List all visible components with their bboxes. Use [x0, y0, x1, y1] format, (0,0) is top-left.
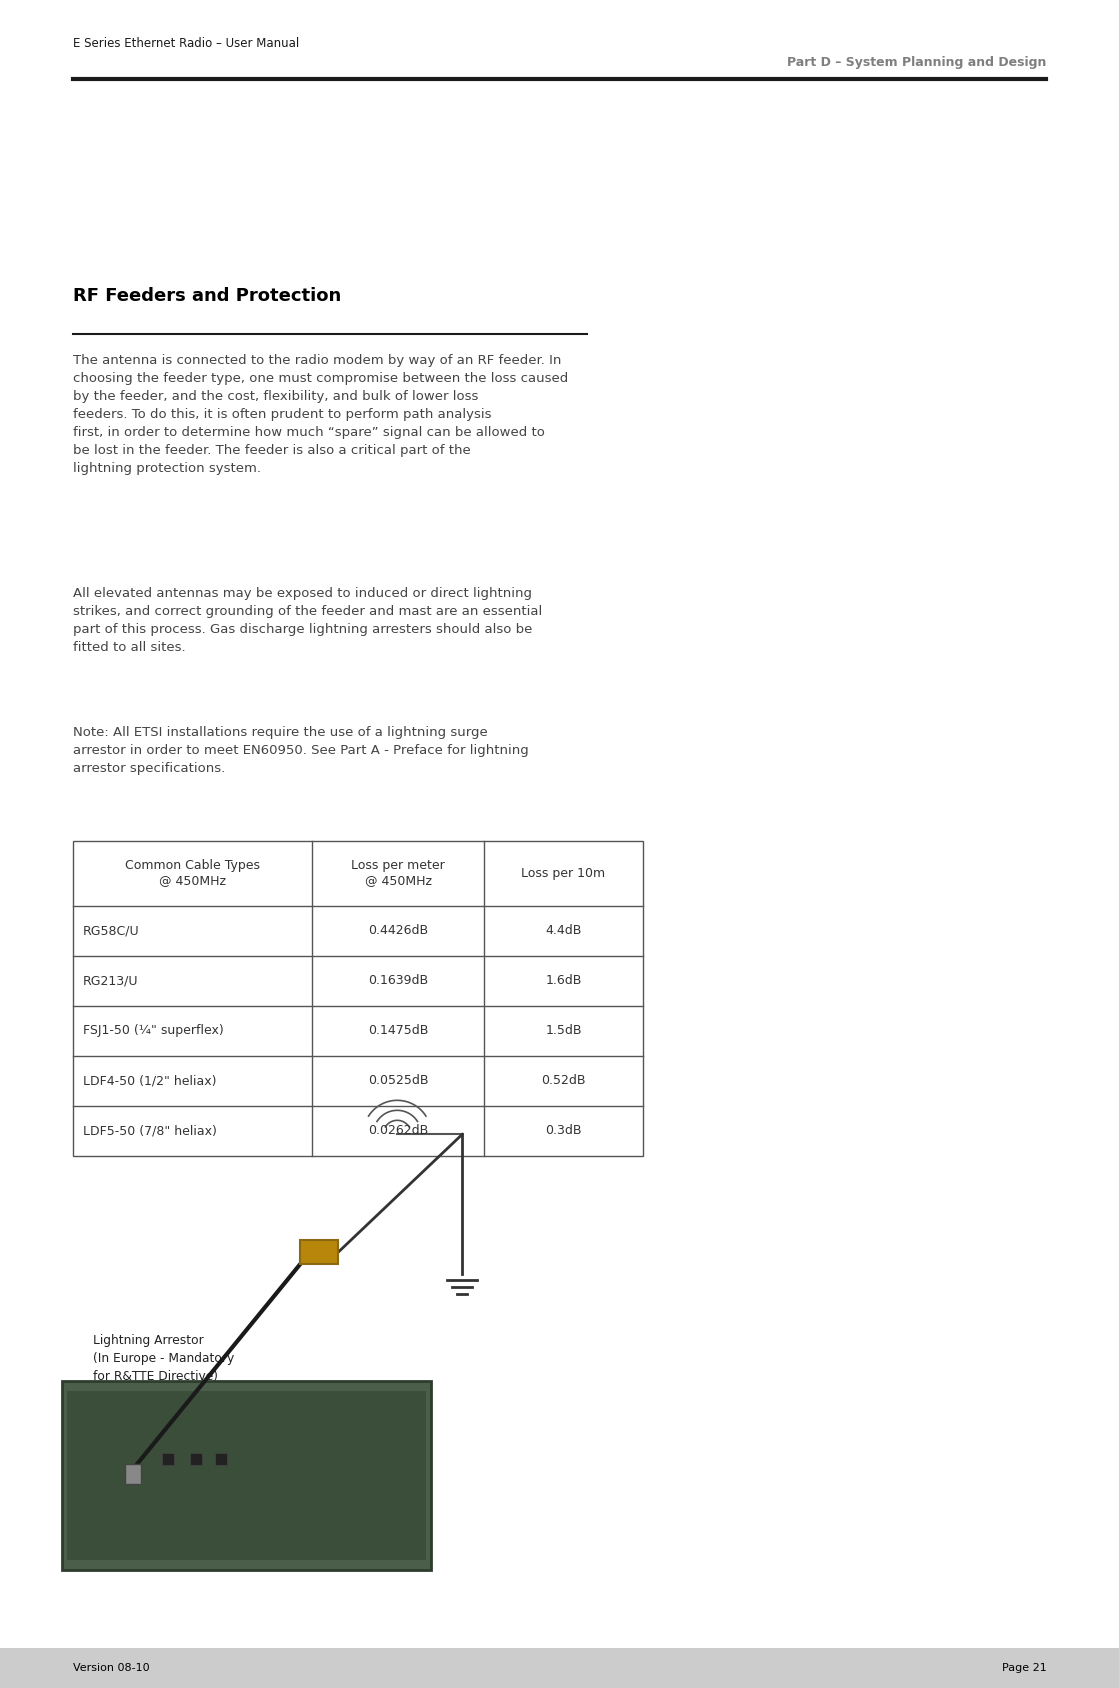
Text: RG58C/U: RG58C/U — [83, 923, 140, 937]
Text: RF Feeders and Protection: RF Feeders and Protection — [73, 287, 341, 306]
Text: 4.4dB: 4.4dB — [545, 923, 582, 937]
Bar — [73, 841, 643, 1156]
Bar — [0, 1647, 1119, 1688]
Text: 1.6dB: 1.6dB — [545, 974, 582, 987]
Text: 0.4426dB: 0.4426dB — [368, 923, 429, 937]
Text: Common Cable Types
@ 450MHz: Common Cable Types @ 450MHz — [125, 859, 260, 888]
Text: LDF4-50 (1/2" heliax): LDF4-50 (1/2" heliax) — [83, 1074, 216, 1087]
Text: All elevated antennas may be exposed to induced or direct lightning
strikes, and: All elevated antennas may be exposed to … — [73, 587, 542, 655]
Text: 0.0525dB: 0.0525dB — [368, 1074, 429, 1087]
Text: Part D – System Planning and Design: Part D – System Planning and Design — [787, 56, 1046, 69]
Bar — [62, 1381, 431, 1570]
Text: LDF5-50 (7/8" heliax): LDF5-50 (7/8" heliax) — [83, 1124, 217, 1138]
Text: FSJ1-50 (¼" superflex): FSJ1-50 (¼" superflex) — [83, 1025, 224, 1036]
Bar — [66, 1391, 426, 1560]
Text: 0.52dB: 0.52dB — [542, 1074, 585, 1087]
Text: The antenna is connected to the radio modem by way of an RF feeder. In
choosing : The antenna is connected to the radio mo… — [73, 354, 568, 476]
Text: 0.0262dB: 0.0262dB — [368, 1124, 429, 1138]
Text: Version 08-10: Version 08-10 — [73, 1663, 149, 1673]
Text: Lightning Arrestor
(In Europe - Mandatory
for R&TTE Directive): Lightning Arrestor (In Europe - Mandator… — [93, 1334, 234, 1382]
Text: Page 21: Page 21 — [1002, 1663, 1046, 1673]
Text: 0.1639dB: 0.1639dB — [368, 974, 429, 987]
Text: 0.1475dB: 0.1475dB — [368, 1025, 429, 1036]
Text: Loss per 10m: Loss per 10m — [521, 866, 605, 879]
Bar — [190, 1453, 203, 1465]
Text: 0.3dB: 0.3dB — [545, 1124, 582, 1138]
Bar — [162, 1453, 175, 1465]
Bar — [125, 1463, 141, 1484]
Bar — [300, 1241, 338, 1264]
Text: Loss per meter
@ 450MHz: Loss per meter @ 450MHz — [351, 859, 445, 888]
Text: 1.5dB: 1.5dB — [545, 1025, 582, 1036]
Text: RG213/U: RG213/U — [83, 974, 139, 987]
Bar — [215, 1453, 227, 1465]
Text: E Series Ethernet Radio – User Manual: E Series Ethernet Radio – User Manual — [73, 37, 299, 51]
Text: Note: All ETSI installations require the use of a lightning surge
arrestor in or: Note: All ETSI installations require the… — [73, 726, 528, 775]
